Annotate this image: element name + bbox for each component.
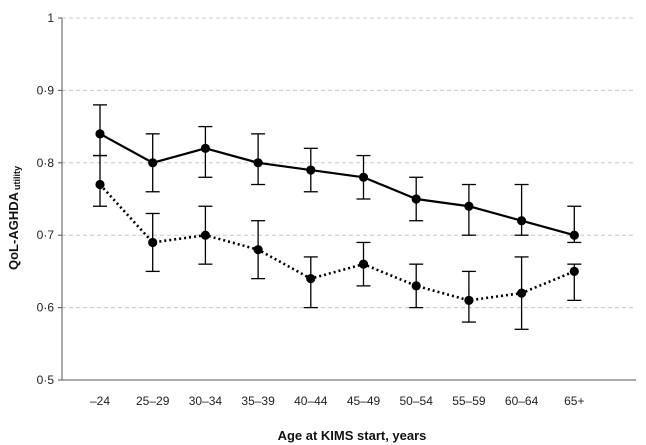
- data-point: [464, 295, 474, 305]
- series-line-solid: [99, 132, 575, 237]
- data-point: [148, 158, 158, 168]
- x-tick-label: 60–64: [505, 394, 539, 408]
- data-point: [569, 266, 579, 276]
- axes: [58, 17, 636, 381]
- y-tick-label: 0·5: [37, 373, 55, 387]
- data-point: [306, 165, 316, 175]
- x-tick-label: 45–49: [347, 394, 381, 408]
- data-point: [306, 274, 316, 284]
- data-point: [517, 216, 527, 226]
- data-point: [411, 194, 421, 204]
- x-axis-title: Age at KIMS start, years: [278, 428, 427, 443]
- data-point: [253, 158, 263, 168]
- data-point: [358, 172, 369, 182]
- data-point: [464, 201, 474, 211]
- y-tick-label: 0·7: [37, 228, 55, 242]
- data-point: [95, 179, 105, 190]
- x-tick-label: 40–44: [294, 394, 328, 408]
- data-point: [411, 281, 421, 291]
- y-tick-label: 0·8: [37, 156, 55, 170]
- x-tick-label: 50–54: [400, 394, 434, 408]
- y-tick-label: 0·6: [37, 301, 55, 315]
- y-axis-title-subscript: utility: [12, 166, 22, 190]
- data-point: [200, 230, 210, 240]
- x-tick-label: 55–59: [452, 394, 486, 408]
- series-dotted: [93, 154, 582, 330]
- x-tick-label: 30–34: [189, 394, 223, 408]
- data-point: [358, 259, 369, 269]
- grid-lines: [62, 17, 636, 309]
- data-point: [148, 237, 158, 248]
- x-tick-label: 65+: [564, 394, 584, 408]
- y-tick-label: 1: [47, 11, 54, 25]
- x-tick-label: 35–39: [241, 394, 275, 408]
- tick-labels: 0·5 0·6 0·7 0·8 0·9 1 –24 25–29 30–34 35–39 40–44 4…: [37, 11, 585, 408]
- data-point: [95, 129, 105, 139]
- data-point: [517, 288, 527, 298]
- data-point: [253, 245, 263, 255]
- data-point: [200, 143, 210, 153]
- series-line-dotted: [99, 183, 575, 302]
- y-axis-title-main: QoL-AGHDA: [6, 191, 21, 270]
- data-point: [569, 230, 579, 240]
- series-solid: [93, 104, 582, 244]
- x-tick-label: 25–29: [136, 394, 170, 408]
- y-tick-label: 0·9: [37, 83, 55, 97]
- series-group: [93, 104, 582, 330]
- y-axis-title: QoL-AGHDAutility: [6, 166, 22, 270]
- x-tick-label: –24: [90, 394, 110, 408]
